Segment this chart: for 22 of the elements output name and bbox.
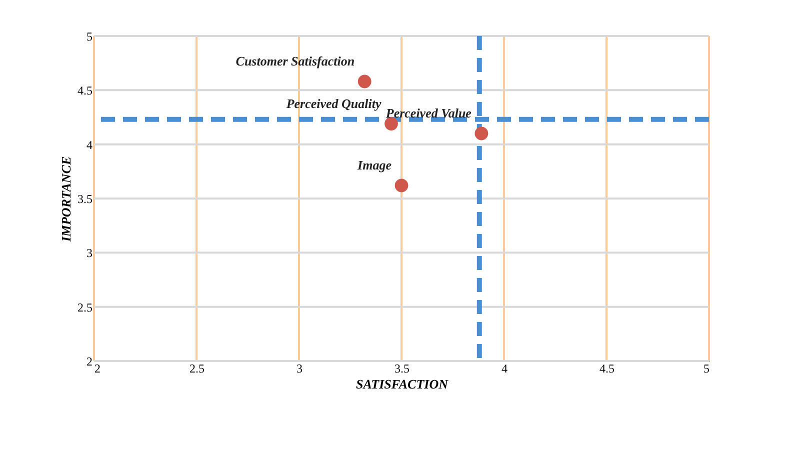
y-tick-label: 5: [86, 30, 92, 44]
x-tick-label: 2.5: [190, 362, 204, 376]
y-axis-title: IMPORTANCE: [58, 156, 74, 243]
x-tick-label: 3: [296, 362, 302, 376]
x-tick-label: 3.5: [394, 362, 410, 376]
point: [474, 126, 488, 140]
point: [394, 178, 408, 192]
y-tick-label: 2.5: [78, 300, 92, 314]
x-tick-label: 5: [704, 362, 710, 376]
x-axis-title: SATISFACTION: [356, 376, 449, 392]
annotation: Customer Satisfaction: [236, 54, 355, 68]
point: [358, 74, 372, 88]
y-tick-label: 4.5: [78, 84, 92, 98]
y-tick-label: 4: [86, 138, 92, 152]
annotation: Perceived Quality: [286, 96, 382, 111]
x-tick-label: 4: [502, 362, 508, 376]
annotation: Image: [356, 158, 392, 172]
point: [384, 117, 398, 130]
x-tick-label: 4.5: [600, 362, 614, 376]
annotation: Perceived Value: [386, 106, 472, 120]
y-tick-label: 3.5: [78, 192, 92, 206]
y-tick-label: 3: [86, 246, 92, 260]
